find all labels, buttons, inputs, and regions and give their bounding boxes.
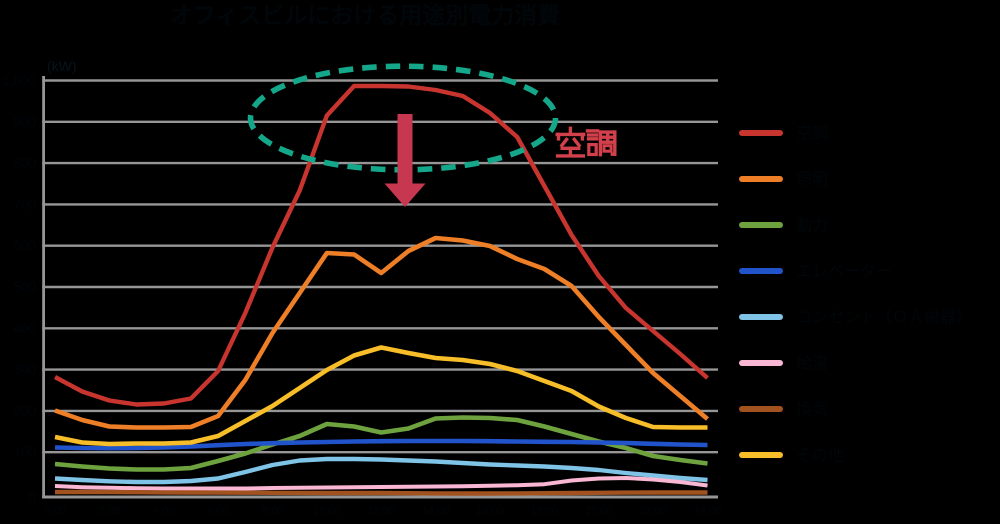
svg-text:1,000: 1,000 bbox=[2, 73, 36, 88]
svg-text:10:00: 10:00 bbox=[313, 505, 341, 517]
svg-text:オフィスビルにおける用途別電力消費: オフィスビルにおける用途別電力消費 bbox=[170, 2, 561, 28]
svg-text:2:00: 2:00 bbox=[99, 505, 120, 517]
svg-text:800: 800 bbox=[13, 156, 36, 171]
svg-text:22:00: 22:00 bbox=[639, 505, 667, 517]
svg-text:900: 900 bbox=[13, 114, 36, 129]
svg-text:14:00: 14:00 bbox=[422, 505, 450, 517]
svg-text:0: 0 bbox=[28, 490, 36, 505]
svg-text:400: 400 bbox=[13, 321, 36, 336]
svg-text:200: 200 bbox=[13, 403, 36, 418]
svg-text:コンセント（ＯＡ機器）: コンセント（ＯＡ機器） bbox=[796, 309, 972, 327]
svg-text:700: 700 bbox=[13, 197, 36, 212]
svg-text:4:00: 4:00 bbox=[153, 505, 174, 517]
svg-text:(kW): (kW) bbox=[47, 58, 77, 74]
svg-text:0:00: 0:00 bbox=[44, 505, 65, 517]
svg-text:12:00: 12:00 bbox=[367, 505, 395, 517]
svg-text:100: 100 bbox=[13, 445, 36, 460]
svg-text:300: 300 bbox=[13, 362, 36, 377]
svg-text:16:00: 16:00 bbox=[476, 505, 504, 517]
svg-text:換気: 換気 bbox=[796, 401, 828, 419]
svg-text:24:00: 24:00 bbox=[694, 505, 722, 517]
svg-text:18:00: 18:00 bbox=[531, 505, 559, 517]
svg-text:500: 500 bbox=[13, 280, 36, 295]
svg-text:600: 600 bbox=[13, 238, 36, 253]
svg-text:その他: その他 bbox=[796, 447, 844, 465]
svg-text:6:00: 6:00 bbox=[207, 505, 228, 517]
svg-text:エレベーター: エレベーター bbox=[796, 263, 892, 281]
svg-text:空調: 空調 bbox=[796, 125, 828, 143]
svg-text:照明: 照明 bbox=[796, 171, 828, 189]
svg-text:給湯: 給湯 bbox=[796, 355, 828, 373]
svg-text:8:00: 8:00 bbox=[262, 505, 283, 517]
svg-text:20:00: 20:00 bbox=[585, 505, 613, 517]
svg-text:動力: 動力 bbox=[796, 217, 828, 235]
